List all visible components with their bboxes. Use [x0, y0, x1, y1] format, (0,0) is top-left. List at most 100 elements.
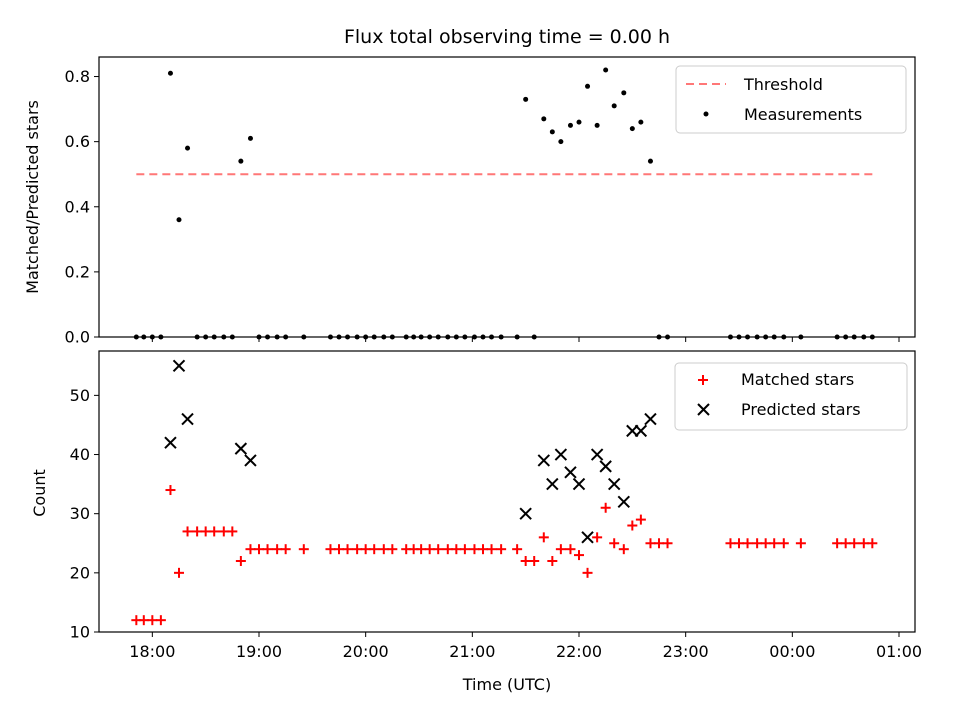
- matched-star-point: [496, 544, 507, 555]
- measurement-point: [265, 334, 271, 340]
- matched-star-point: [325, 544, 336, 555]
- bottom-y-tick-label: 50: [70, 386, 90, 405]
- top-legend: Threshold Measurements: [675, 65, 907, 134]
- measurement-point: [736, 334, 742, 340]
- measurement-point: [471, 334, 477, 340]
- measurement-point: [176, 217, 182, 223]
- measurement-point: [185, 145, 191, 151]
- measurement-point: [381, 334, 387, 340]
- bottom-x-tick-label: 22:00: [556, 642, 602, 661]
- measurement-point: [301, 334, 307, 340]
- predicted-star-point: [564, 466, 577, 479]
- matched-star-point: [769, 538, 780, 549]
- bottom-x-tick-label: 01:00: [876, 642, 922, 661]
- measurement-point: [435, 334, 441, 340]
- measurement-point: [427, 334, 433, 340]
- measurement-point: [754, 334, 760, 340]
- matched-star-point: [334, 544, 344, 555]
- predicted-star-point: [607, 477, 621, 491]
- top-y-axis: 0.0 0.2 0.4 0.6 0.8: [65, 67, 99, 347]
- measurement-point: [621, 90, 627, 96]
- matched-star-point: [635, 514, 646, 525]
- matched-star-point: [778, 538, 789, 549]
- matched-star-point: [600, 502, 611, 513]
- measurement-point: [327, 334, 333, 340]
- matched-star-point: [192, 526, 203, 537]
- matched-star-point: [387, 544, 398, 555]
- matched-star-point: [618, 544, 629, 555]
- predicted-star-point: [244, 454, 257, 467]
- measurement-point: [763, 334, 769, 340]
- matched-star-point: [609, 538, 620, 549]
- matched-star-point: [469, 544, 480, 555]
- top-y-axis-label: Matched/Predicted stars: [23, 100, 42, 294]
- bottom-y-axis-label: Count: [30, 469, 49, 517]
- matched-star-point: [174, 567, 184, 578]
- bottom-x-axis: 18:00 19:00 20:00 21:00 22:00 23:00 00:00 01:00: [129, 632, 922, 661]
- measurement-point: [158, 334, 164, 340]
- matched-star-point: [416, 544, 427, 555]
- matched-star-point: [280, 544, 291, 555]
- matched-star-point: [538, 532, 549, 543]
- legend-measurements-swatch: [703, 111, 709, 117]
- measurement-point: [221, 334, 227, 340]
- predicted-star-point: [519, 507, 532, 520]
- measurement-point: [498, 334, 504, 340]
- matched-star-point: [832, 538, 843, 549]
- matched-star-point: [645, 538, 656, 549]
- matched-star-point: [235, 556, 246, 567]
- predicted-star-point: [537, 454, 551, 467]
- bottom-plot-frame: [98, 350, 916, 633]
- top-y-tick-label: 0.0: [65, 328, 90, 347]
- predicted-star-point: [617, 495, 631, 509]
- measurement-point: [834, 334, 840, 340]
- measurement-point: [167, 70, 173, 76]
- bottom-legend: Matched stars Predicted stars: [674, 362, 908, 431]
- measurement-point: [629, 126, 635, 132]
- measurement-point: [418, 334, 424, 340]
- measurement-point: [603, 67, 609, 73]
- bottom-x-tick-label: 23:00: [663, 642, 709, 661]
- matched-star-point: [734, 538, 744, 549]
- matched-star-point: [209, 526, 220, 537]
- bottom-x-tick-label: 00:00: [769, 642, 815, 661]
- measurement-point: [133, 334, 139, 340]
- matched-star-point: [742, 538, 753, 549]
- measurement-point: [656, 334, 662, 340]
- measurements-points: [133, 67, 875, 340]
- matched-star-point: [512, 544, 523, 555]
- measurement-point: [345, 334, 351, 340]
- matched-star-point: [867, 538, 878, 549]
- matched-star-point: [555, 544, 566, 555]
- matched-star-point: [200, 526, 211, 537]
- top-y-tick-label: 0.6: [65, 132, 90, 151]
- matched-star-point: [378, 544, 389, 555]
- measurement-point: [462, 334, 468, 340]
- bottom-panel: Count Time (UTC) 10 20 30 40 50 18:00 19:00 20…: [30, 350, 922, 694]
- matched-star-point: [218, 526, 229, 537]
- matched-star-point: [520, 556, 531, 567]
- matched-star-point: [478, 544, 488, 555]
- measurement-point: [411, 334, 417, 340]
- matched-star-point: [529, 556, 540, 567]
- measurement-point: [354, 334, 360, 340]
- matched-star-point: [627, 520, 638, 531]
- bottom-x-tick-label: 21:00: [449, 642, 495, 661]
- matched-star-point: [272, 544, 283, 555]
- measurement-point: [781, 334, 787, 340]
- measurement-point: [647, 158, 653, 164]
- predicted-star-point: [234, 442, 248, 455]
- matched-star-point: [369, 544, 380, 555]
- measurement-point: [445, 334, 451, 340]
- bottom-y-axis: 10 20 30 40 50: [70, 386, 99, 642]
- matched-star-point: [227, 526, 238, 537]
- predicted-star-point: [554, 448, 568, 461]
- measurement-point: [585, 83, 591, 89]
- predicted-star-point: [599, 460, 612, 473]
- bottom-x-tick-label: 19:00: [236, 642, 282, 661]
- bottom-y-tick-label: 10: [70, 623, 90, 642]
- measurement-point: [238, 158, 244, 164]
- predicted-star-point: [181, 412, 194, 426]
- measurement-point: [727, 334, 733, 340]
- predicted-star-point: [164, 436, 177, 449]
